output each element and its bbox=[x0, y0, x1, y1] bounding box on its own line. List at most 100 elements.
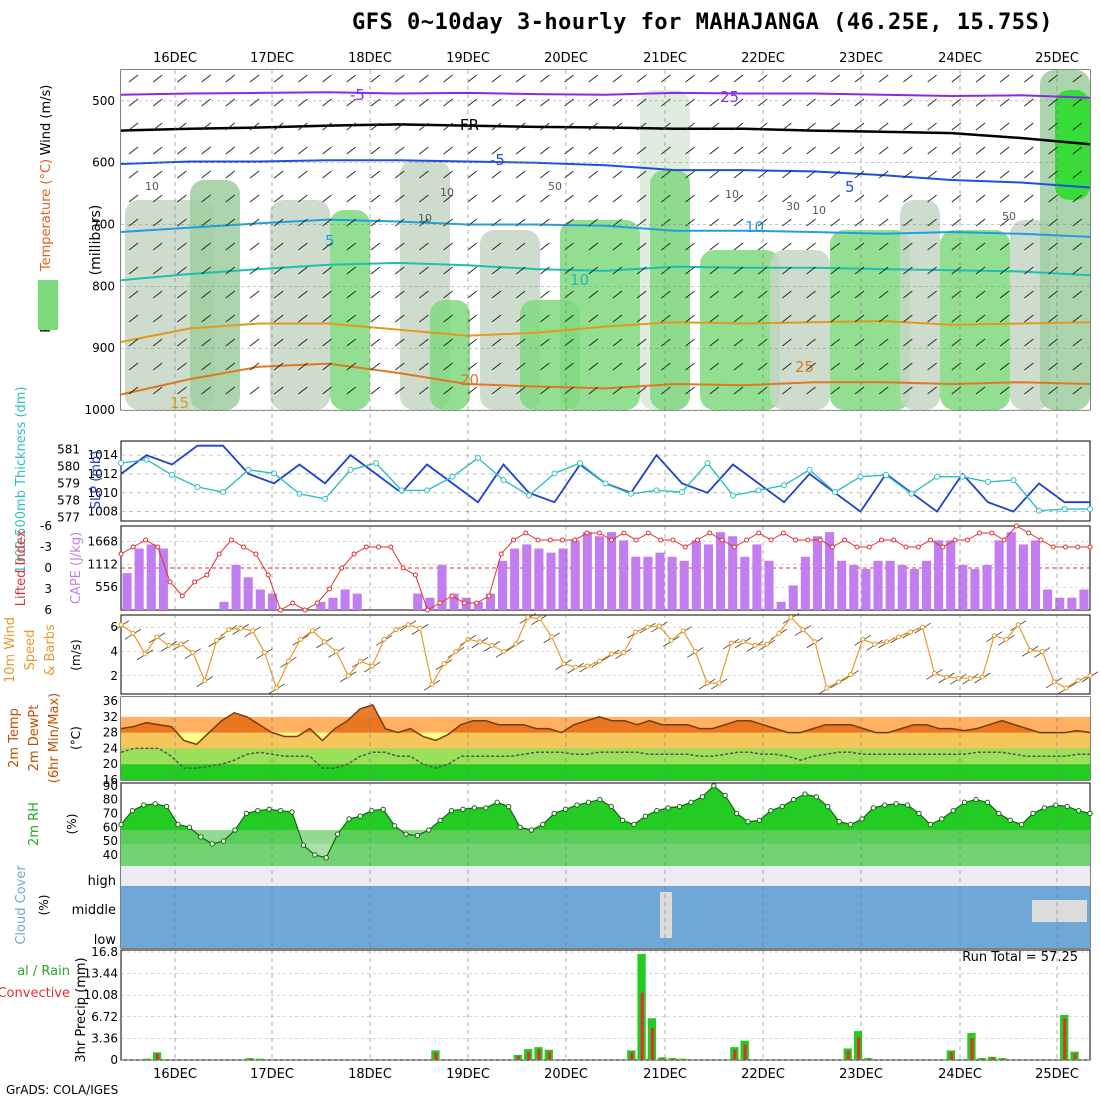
precip-legend-convective: Convective bbox=[0, 986, 70, 1001]
wind-barb bbox=[225, 242, 236, 251]
thickness-point bbox=[143, 456, 150, 463]
lifted-index-point bbox=[1026, 530, 1032, 536]
wind-barb bbox=[249, 386, 260, 395]
precip-convective-bar bbox=[640, 992, 644, 1060]
cape-bar bbox=[1067, 597, 1077, 610]
rh-legend-swatch bbox=[38, 280, 58, 330]
wind-barb bbox=[322, 242, 332, 251]
cape-bar bbox=[1043, 589, 1053, 610]
y-axis-label-slp: SLP (mb) bbox=[89, 451, 104, 510]
wind-barb bbox=[951, 290, 962, 299]
cloud-high-gap bbox=[774, 866, 799, 879]
wind-barb bbox=[370, 218, 381, 227]
wind-barb bbox=[854, 74, 865, 83]
cape-bar bbox=[788, 585, 798, 610]
wind-barb bbox=[322, 338, 332, 347]
wind-barb bbox=[273, 386, 284, 395]
wind-barb bbox=[201, 122, 211, 131]
y-axis-label-rh: 2m RH bbox=[27, 802, 42, 846]
wind-barb bbox=[685, 290, 695, 299]
wind-barb bbox=[515, 74, 526, 83]
wind-barb bbox=[951, 122, 962, 131]
x-tick-label-bottom: 18DEC bbox=[348, 1067, 392, 1082]
wind-barb bbox=[419, 362, 429, 371]
wind-barb bbox=[733, 218, 744, 227]
thickness-point bbox=[526, 492, 532, 499]
cape-bar bbox=[243, 577, 253, 610]
wind-barb bbox=[298, 338, 308, 347]
wind-speed-point bbox=[1015, 622, 1021, 628]
wind-speed-point bbox=[920, 624, 926, 630]
wind-barb bbox=[999, 314, 1010, 323]
y-tick-label: 2 bbox=[110, 669, 118, 683]
wind-barb bbox=[878, 362, 889, 371]
wind-barb bbox=[128, 98, 139, 107]
wind-barb bbox=[685, 194, 695, 203]
lifted-index-point bbox=[253, 551, 259, 557]
thickness-point bbox=[373, 460, 379, 467]
x-tick-label-bottom: 19DEC bbox=[446, 1067, 490, 1082]
wind-barb bbox=[1072, 122, 1083, 131]
y-tick-label: 1008 bbox=[87, 505, 118, 519]
wind-barb bbox=[1024, 314, 1034, 323]
wind-barb bbox=[612, 242, 623, 251]
wind-barb bbox=[177, 170, 187, 179]
thickness-point bbox=[985, 478, 991, 485]
wind-barb bbox=[1048, 386, 1058, 395]
wind-barb bbox=[999, 146, 1010, 155]
wind-barb bbox=[443, 146, 453, 155]
rh2m-point bbox=[1018, 821, 1025, 828]
wind-barb bbox=[975, 146, 986, 155]
wind-barb bbox=[346, 266, 357, 275]
thickness-point bbox=[245, 466, 252, 473]
wind-barb bbox=[1048, 242, 1058, 251]
wind-speed-point bbox=[453, 648, 459, 654]
wind-barb bbox=[394, 218, 405, 227]
cape-bar bbox=[921, 560, 932, 610]
thickness-point bbox=[934, 473, 940, 480]
wind-barb bbox=[830, 242, 841, 251]
rh2m-point bbox=[163, 803, 170, 810]
cape-bar bbox=[328, 597, 338, 610]
wind-barb bbox=[443, 218, 453, 227]
y-tick-label: 80 bbox=[103, 793, 118, 807]
lifted-index-point bbox=[645, 530, 651, 536]
y-axis-label-units: (%) bbox=[65, 814, 79, 835]
wind-barb bbox=[322, 98, 332, 107]
thickness-point bbox=[832, 489, 838, 496]
wind-barb bbox=[588, 290, 599, 299]
wind-barb bbox=[903, 74, 913, 83]
wind-barb bbox=[515, 146, 526, 155]
wind-barb bbox=[419, 194, 429, 203]
wind-barb bbox=[249, 170, 260, 179]
rh2m-point bbox=[312, 852, 318, 858]
rh2m-point bbox=[870, 805, 877, 811]
wind-barb bbox=[370, 386, 381, 395]
wind-barb bbox=[346, 146, 357, 155]
wind-barb bbox=[1024, 218, 1034, 227]
wind-barb bbox=[951, 170, 962, 179]
lifted-index-point bbox=[511, 537, 517, 543]
y-tick-label: 1014 bbox=[87, 448, 118, 462]
wind-barb bbox=[709, 362, 720, 371]
lifted-index-point bbox=[363, 544, 369, 550]
wind-barb bbox=[685, 386, 695, 395]
wind-barb bbox=[298, 242, 308, 251]
wind-barb bbox=[782, 386, 792, 395]
rh2m-point bbox=[1041, 805, 1048, 811]
rh2m-point bbox=[471, 805, 478, 811]
wind-barb bbox=[177, 338, 187, 347]
wind-barb bbox=[1072, 314, 1083, 323]
wind-barb bbox=[128, 290, 139, 299]
rh2m-point bbox=[448, 807, 455, 814]
precip-convective-bar bbox=[547, 1051, 551, 1060]
cape-bar bbox=[691, 540, 701, 610]
wind-barb bbox=[394, 98, 405, 107]
wind-barb bbox=[322, 146, 332, 155]
lifted-index-point bbox=[731, 544, 737, 550]
thickness-point bbox=[806, 466, 813, 473]
wind-speed-point bbox=[597, 658, 603, 664]
rh2m-point bbox=[665, 805, 671, 811]
lifted-index-point bbox=[376, 544, 382, 550]
wind-barb bbox=[612, 98, 623, 107]
